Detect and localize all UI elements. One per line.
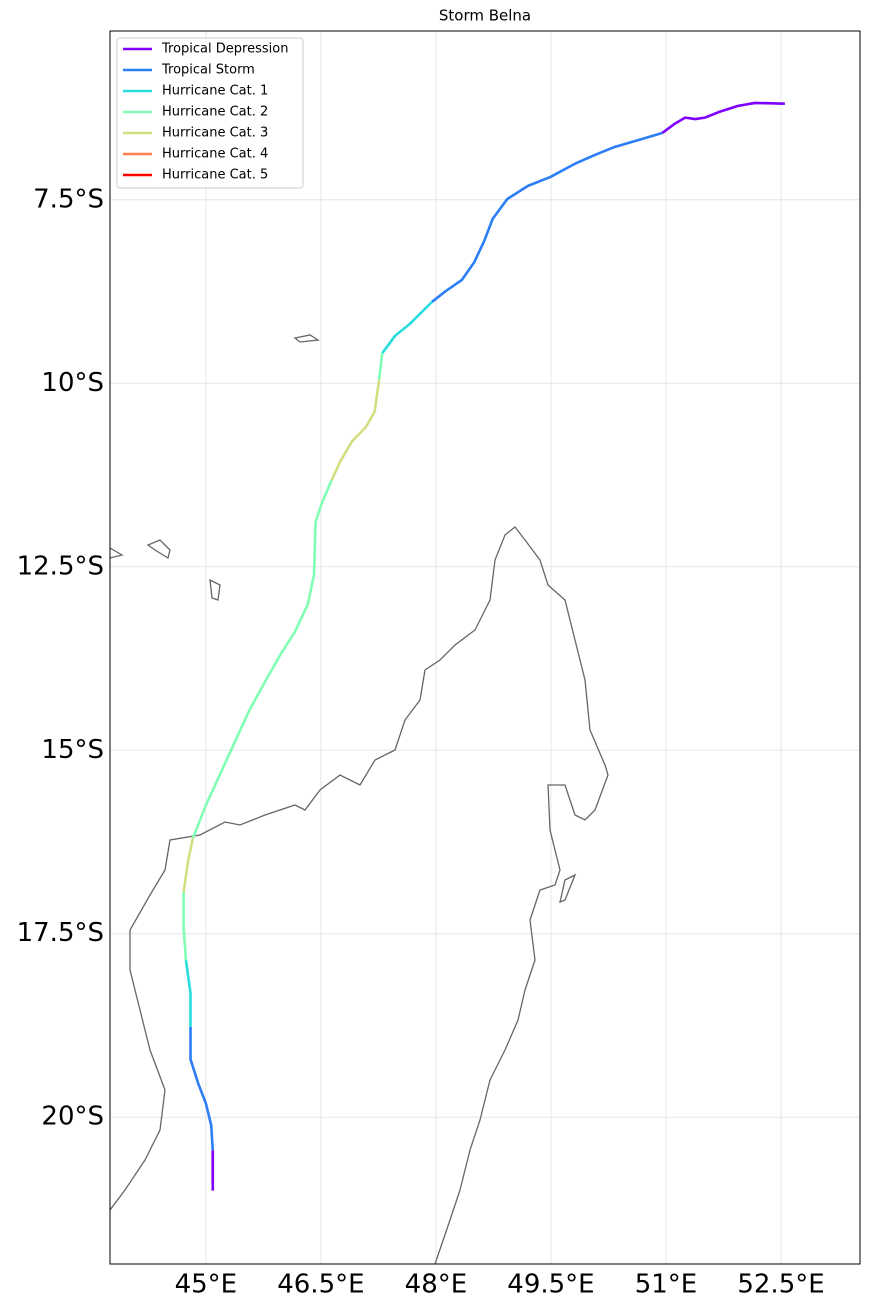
chart-title: Storm Belna bbox=[439, 7, 531, 25]
track-segment bbox=[189, 131, 663, 1151]
island bbox=[110, 547, 124, 559]
legend-box bbox=[116, 37, 304, 189]
track-segment bbox=[184, 300, 434, 1027]
legend-label: Hurricane Cat. 3 bbox=[162, 126, 268, 141]
track-segment bbox=[182, 379, 381, 893]
island bbox=[146, 539, 171, 560]
x-tick-label: 48°E bbox=[405, 1270, 468, 1300]
x-tick-label: 49.5°E bbox=[507, 1270, 594, 1300]
coastline bbox=[110, 526, 609, 1264]
legend-label: Tropical Storm bbox=[161, 63, 255, 78]
x-tick-label: 52.5°E bbox=[737, 1270, 824, 1300]
legend-label: Hurricane Cat. 4 bbox=[162, 147, 268, 162]
tracks bbox=[182, 101, 785, 1191]
y-tick-label: 7.5°S bbox=[33, 184, 104, 214]
x-tick-label: 46.5°E bbox=[277, 1270, 364, 1300]
island bbox=[293, 334, 320, 343]
y-tick-label: 10°S bbox=[41, 368, 104, 398]
track-segment bbox=[182, 353, 384, 961]
legend-label: Hurricane Cat. 2 bbox=[162, 105, 268, 120]
island bbox=[209, 578, 221, 601]
coastlines bbox=[110, 334, 609, 1264]
track-segment bbox=[211, 101, 785, 1191]
island bbox=[559, 873, 577, 904]
legend-label: Tropical Depression bbox=[161, 42, 288, 57]
legend: Tropical Depression Tropical Storm Hurrica… bbox=[116, 37, 304, 189]
axes-frame bbox=[109, 30, 861, 1265]
y-tick-label: 20°S bbox=[41, 1102, 104, 1132]
legend-label: Hurricane Cat. 1 bbox=[162, 84, 268, 99]
x-tick-label: 51°E bbox=[635, 1270, 698, 1300]
x-tick-label: 45°E bbox=[175, 1270, 238, 1300]
y-tick-label: 12.5°S bbox=[17, 551, 104, 581]
legend-label: Hurricane Cat. 5 bbox=[162, 168, 268, 183]
grid bbox=[110, 31, 860, 1264]
y-tick-label: 15°S bbox=[41, 735, 104, 765]
y-tick-label: 17.5°S bbox=[17, 918, 104, 948]
